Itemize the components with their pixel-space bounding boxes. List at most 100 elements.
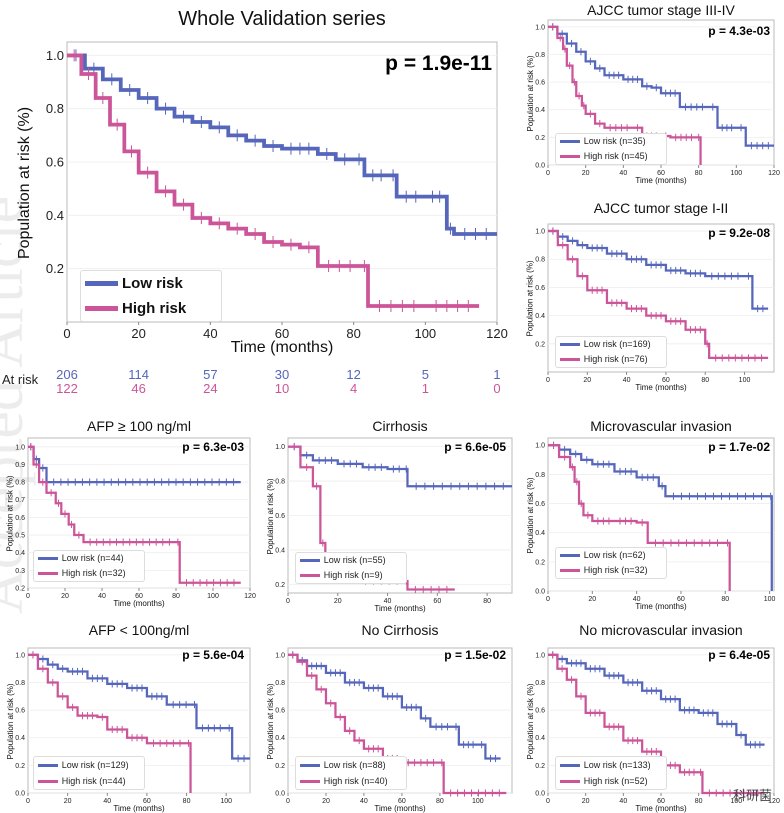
afp-low-xlabel: Time (months) (113, 804, 165, 813)
whole-validation-legend-label-low: Low risk (122, 274, 183, 292)
no-mvi-ytick-label: 0.0 (535, 790, 545, 797)
no-mvi-series-high-curve (548, 653, 765, 795)
whole-validation-ytick-label: 0.4 (46, 208, 64, 223)
whole-validation-ytick-label: 1.0 (46, 48, 64, 63)
no-mvi-ytick-label: 0.6 (535, 708, 545, 715)
afp-high-ytick-label: 1.0 (15, 444, 25, 451)
mvi-panel: Microvascular invasion 0.0 0.2 0.4 0.6 0.8 1.0… (520, 414, 784, 611)
no-cirrhosis-legend-label-low: Low risk (n=88) (323, 759, 386, 770)
ajcc-i-ii-xtick-label: 80 (701, 377, 709, 384)
whole-validation-ylabel: Population at risk (%) (16, 106, 34, 260)
no-mvi-legend-label-low: Low risk (n=133) (583, 759, 651, 770)
afp-high-xtick-label: 120 (244, 593, 256, 600)
afp-low-ytick-label: 0.8 (15, 680, 25, 687)
ajcc-i-ii-xtick-label: 100 (739, 377, 751, 384)
at-risk-high-count: 24 (203, 381, 218, 396)
whole-validation-legend: Low risk High risk (80, 270, 222, 322)
whole-validation-legend-swatch-low (85, 281, 118, 286)
ajcc-iii-iv-legend-label-low: Low risk (n=35) (583, 136, 646, 147)
afp-low-legend-label-low: Low risk (n=129) (61, 759, 129, 770)
mvi-xtick-label: 0 (546, 596, 550, 603)
afp-low-legend-swatch-high (38, 779, 58, 783)
cirrhosis-legend: Low risk (n=55) High risk (n=9) (295, 552, 407, 584)
whole-validation-legend-swatch-high (85, 306, 118, 311)
ajcc-iii-iv-xtick-label: 0 (546, 170, 550, 177)
no-mvi-xlabel: Time (months) (635, 804, 687, 813)
afp-low-xtick-label: 100 (220, 798, 232, 805)
afp-high-ytick-label: 0.6 (15, 515, 25, 522)
ajcc-iii-iv-xtick-label: 120 (768, 170, 780, 177)
cirrhosis-ytick-label: 1.0 (275, 444, 285, 451)
whole-validation-xlabel: Time (months) (230, 339, 334, 356)
cirrhosis-title: Cirrhosis (372, 418, 428, 434)
whole-validation-series-low-curve (67, 53, 497, 236)
ajcc-iii-iv-xtick-label: 100 (730, 170, 742, 177)
cirrhosis-ytick-label: 0.6 (275, 513, 285, 520)
cirrhosis-legend-swatch-low (300, 559, 320, 562)
at-risk-low-count: 206 (56, 367, 78, 382)
ajcc-i-ii-ytick-label: 1.0 (535, 228, 545, 235)
afp-high-ylabel: Population at risk (%) (5, 475, 15, 552)
ajcc-iii-iv-panel: AJCC tumor stage III-IV 0.0 0.2 0.4 0.6 0.8 1.… (520, 0, 784, 190)
afp-high-plot: 0.2 0.3 0.4 0.5 0.6 0.7 0.8 0.9 1.0 0 20 40 60 80 100 1… (15, 437, 256, 600)
mvi-ytick-label: 0.4 (535, 530, 545, 537)
ajcc-i-ii-xtick-label: 20 (583, 377, 591, 384)
at-risk-high-count: 1 (421, 381, 429, 396)
ajcc-iii-iv-xtick-label: 20 (582, 170, 590, 177)
ajcc-i-ii-ytick-label: 0.8 (535, 257, 545, 264)
ajcc-iii-iv-ylabel: Population at risk (%) (525, 54, 535, 132)
ajcc-i-ii-legend-label-low: Low risk (n=169) (583, 339, 651, 350)
no-cirrhosis-ytick-label: 0.2 (275, 763, 285, 770)
ajcc-i-ii-xlabel: Time (months) (635, 383, 687, 392)
ajcc-i-ii-xtick-label: 0 (546, 377, 550, 384)
at-risk-high-count: 10 (274, 381, 290, 396)
at-risk-high-count: 122 (56, 381, 78, 396)
whole-validation-ytick-label: 0.8 (46, 101, 64, 116)
whole-validation-xtick-label: 40 (203, 326, 217, 341)
no-cirrhosis-xtick-label: 40 (360, 798, 368, 805)
afp-high-legend-swatch-low (38, 557, 58, 560)
ajcc-i-ii-legend-label-high: High risk (n=76) (583, 354, 648, 365)
ajcc-iii-iv-title: AJCC tumor stage III-IV (587, 2, 735, 18)
afp-high-legend-label-low: Low risk (n=44) (61, 553, 124, 564)
afp-high-series-high-curve (28, 445, 241, 584)
at-risk-low-count: 114 (128, 367, 150, 382)
no-cirrhosis-ytick-label: 0.4 (275, 735, 285, 742)
cirrhosis-ytick-label: 0.8 (275, 479, 285, 486)
mvi-xtick-label: 20 (588, 596, 596, 603)
cirrhosis-panel: Cirrhosis 0.2 0.4 0.6 0.8 1.0 0 20 40 60 80 p = 6.6… (262, 414, 520, 613)
afp-low-legend-swatch-low (38, 763, 58, 767)
no-mvi-pvalue: p = 6.4e-05 (708, 648, 770, 662)
whole-validation-ytick-label: 0.2 (46, 261, 64, 276)
no-mvi-xtick-label: 0 (546, 798, 550, 805)
no-mvi-panel: No microvascular invasion 0.0 0.2 0.4 0.6 0.8… (520, 618, 784, 813)
whole-validation-xtick-label: 60 (275, 326, 289, 341)
cirrhosis-legend-label-low: Low risk (n=55) (323, 555, 386, 566)
watermark: Accepted Article (0, 196, 36, 614)
no-cirrhosis-xtick-label: 0 (286, 798, 290, 805)
no-cirrhosis-panel: No Cirrhosis 0.0 0.2 0.4 0.6 0.8 1.0 0 20 40 60 80 1… (262, 618, 520, 813)
afp-low-xtick-label: 40 (103, 798, 111, 805)
no-mvi-xtick-label: 40 (619, 798, 627, 805)
no-cirrhosis-pvalue: p = 1.5e-02 (444, 648, 506, 662)
mvi-legend-label-high: High risk (n=32) (583, 565, 648, 576)
afp-high-legend-swatch-high (38, 572, 58, 575)
afp-low-ytick-label: 0.6 (15, 708, 25, 715)
no-cirrhosis-legend: Low risk (n=88) High risk (n=40) (295, 756, 407, 790)
afp-low-ytick-label: 0.4 (15, 735, 25, 742)
afp-low-xtick-label: 80 (183, 798, 191, 805)
mvi-ytick-label: 0.0 (535, 588, 545, 595)
afp-high-xlabel: Time (months) (113, 599, 165, 608)
no-mvi-ytick-label: 0.4 (535, 735, 545, 742)
ajcc-iii-iv-xlabel: Time (months) (635, 176, 687, 185)
ajcc-iii-iv-xtick-label: 80 (695, 170, 703, 177)
ajcc-i-ii-ytick-label: 0.6 (535, 285, 545, 292)
no-mvi-legend: Low risk (n=133) High risk (n=52) (555, 756, 667, 790)
mvi-xlabel: Time (months) (635, 602, 687, 611)
ajcc-i-ii-ylabel: Population at risk (%) (525, 260, 535, 337)
no-mvi-ylabel: Population at risk (%) (525, 682, 535, 760)
afp-low-title: AFP < 100ng/ml (88, 622, 190, 638)
afp-high-xtick-label: 20 (61, 593, 69, 600)
no-cirrhosis-ytick-label: 0.8 (275, 680, 285, 687)
afp-high-title: AFP ≥ 100 ng/ml (87, 418, 191, 434)
